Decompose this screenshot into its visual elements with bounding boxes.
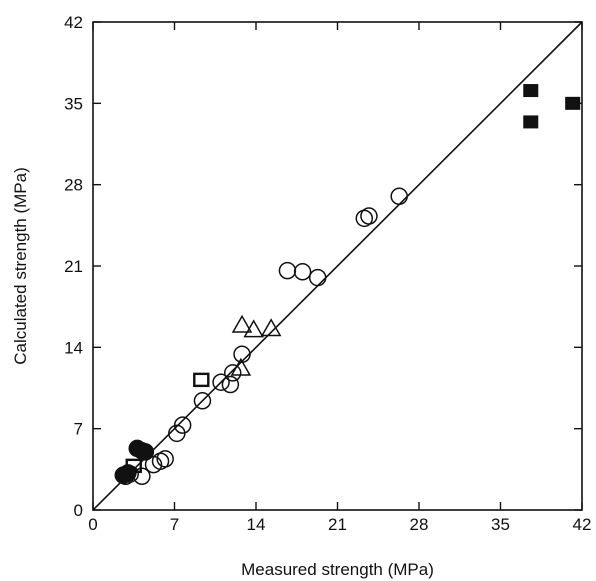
y-tick-label: 14	[64, 338, 83, 357]
x-tick-label: 14	[247, 515, 266, 534]
x-axis-title: Measured strength (MPa)	[241, 560, 434, 579]
open-triangle-point	[231, 314, 253, 333]
filled-circle-point	[136, 443, 155, 461]
y-axis-title: Calculated strength (MPa)	[11, 167, 30, 364]
reference-line	[92, 21, 583, 511]
open-circle-point	[212, 373, 230, 391]
y-tick-label: 0	[74, 501, 83, 520]
open-circle-point	[390, 187, 408, 206]
y-tick-label: 28	[64, 176, 83, 195]
open-circle-point	[221, 375, 240, 394]
open-circle-point	[223, 364, 242, 382]
open-square-point	[125, 458, 142, 474]
y-tick-label: 21	[64, 257, 83, 276]
y-tick-label: 35	[64, 94, 83, 113]
data-markers	[114, 84, 581, 486]
x-tick-label: 35	[491, 515, 510, 534]
x-tick-label: 42	[573, 515, 592, 534]
open-circle-point	[193, 392, 212, 410]
x-tick-label: 7	[170, 515, 179, 534]
filled-square-point	[523, 115, 539, 129]
open-triangle-point	[230, 357, 252, 376]
open-circle-point	[173, 416, 192, 434]
open-circle-point	[293, 263, 312, 281]
open-triangle-point	[243, 319, 264, 338]
tick-marks	[92, 21, 583, 511]
x-tick-label: 21	[328, 515, 347, 534]
tick-labels: 0 7 14 21 28 35 42 0 7 14 21 28 35 42	[64, 13, 591, 534]
x-tick-label: 28	[410, 515, 429, 534]
open-square-point	[193, 372, 210, 388]
open-circle-point	[308, 268, 327, 287]
y-tick-label: 42	[64, 13, 83, 32]
y-tick-label: 7	[74, 420, 83, 439]
open-circle-point	[360, 207, 378, 225]
open-triangle-point	[260, 318, 282, 337]
filled-square-point	[523, 84, 539, 98]
open-circle-point	[156, 450, 174, 468]
x-tick-label: 0	[88, 515, 97, 534]
filled-square-point	[565, 96, 581, 110]
open-circle-point	[278, 261, 297, 280]
